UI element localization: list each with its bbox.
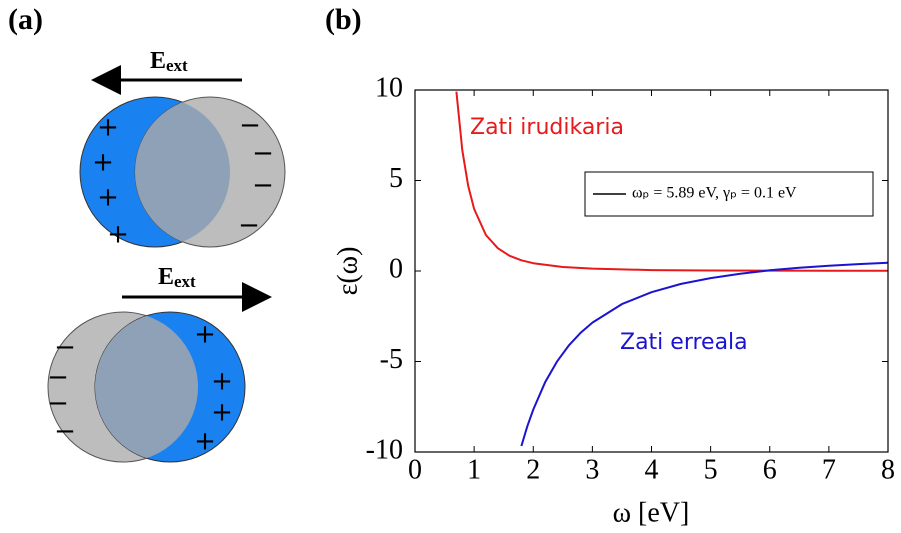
x-tick-label: 4 [645,454,659,485]
x-tick-label: 2 [526,454,540,485]
x-axis-label: ω [eV] [613,497,690,528]
series-label: Zati erreala [620,330,748,355]
panel-label: (a) [8,3,43,36]
plus-sign: + [107,220,129,250]
x-tick-label: 8 [881,454,895,485]
minus-sign: − [252,171,274,201]
plus-sign: + [92,148,114,178]
minus-sign: − [47,389,69,419]
legend-label: ωₚ = 5.89 eV, γₚ = 0.1 eV [632,185,797,202]
y-axis-label: ε(ω) [332,247,363,296]
minus-sign: − [239,111,261,141]
field-label: Eext [150,48,188,75]
y-tick-label: -10 [366,434,403,465]
field-label: Eext [158,264,196,291]
minus-sign: − [54,333,76,363]
x-tick-label: 1 [467,454,481,485]
plus-sign: + [194,320,216,350]
series-label: Zati irudikaria [470,115,624,140]
x-tick-label: 0 [408,454,422,485]
x-tick-label: 5 [704,454,718,485]
y-tick-label: 10 [375,72,403,103]
plus-sign: + [211,367,233,397]
x-tick-label: 7 [822,454,836,485]
plus-sign: + [194,427,216,457]
figure: (a) Eext Eext (b) ω [eV] ε(ω) ++++−−−−++… [0,0,901,533]
minus-sign: − [54,417,76,447]
x-tick-label: 3 [585,454,599,485]
y-tick-label: 5 [389,163,403,194]
x-tick-label: 6 [763,454,777,485]
y-tick-label: -5 [380,344,403,375]
plus-sign: + [97,183,119,213]
plus-sign: + [97,113,119,143]
minus-sign: − [238,211,260,241]
plus-sign: + [211,398,233,428]
y-tick-label: 0 [389,253,403,284]
minus-sign: − [252,139,274,169]
panel-label: (b) [325,3,362,36]
